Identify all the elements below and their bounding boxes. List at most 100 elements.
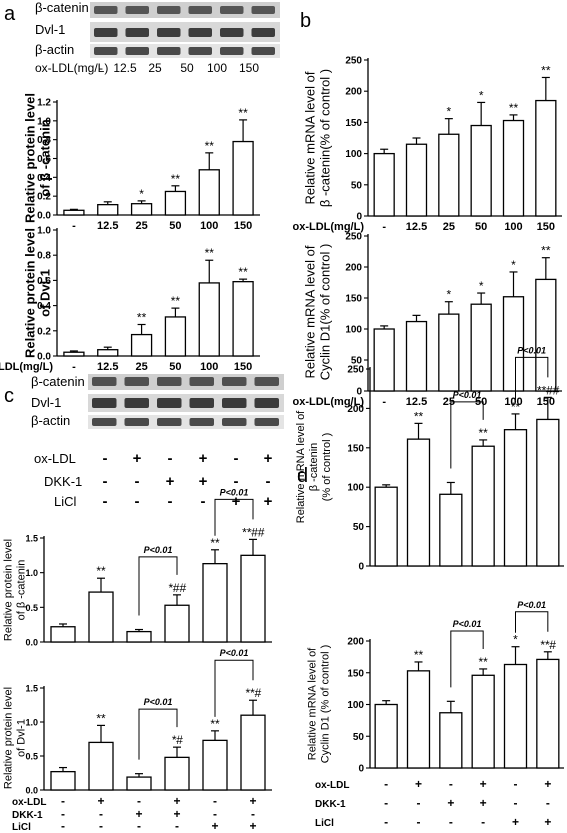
y-axis-label: Relative mRNA level ofβ -catenin(% of co… [303, 69, 333, 207]
treatment-sign: + [447, 796, 454, 810]
treatment-name: DKK-1 [315, 799, 346, 810]
x-tick-label: 100 [200, 361, 218, 373]
treatment-row-a: ox-LDL(mg/L) -12.5 25 50 100 150 [35, 61, 259, 75]
y-tick-label: 0.4 [37, 301, 51, 312]
bar [130, 203, 153, 216]
y-axis-label-line: of Dvl-1 [16, 719, 28, 757]
y-tick-label: 250 [347, 365, 364, 376]
blot-band [157, 47, 181, 55]
x-tick-label: 100 [504, 396, 522, 408]
significance-bracket [450, 630, 484, 688]
significance-bracket [450, 401, 484, 469]
y-axis-label-line: β -catenin [308, 443, 320, 492]
y-tick-label: 250 [345, 56, 362, 67]
significance-mark: **## [536, 383, 559, 397]
bar [503, 663, 528, 769]
treatment-value: 100 [207, 61, 227, 75]
x-tick-label: 50 [169, 361, 181, 373]
bar [439, 493, 463, 567]
y-axis-label-line: Cyclin D1 (% of control ) [320, 645, 332, 764]
significance-mark: ** [205, 246, 215, 260]
y-tick-label: 0.8 [37, 135, 51, 146]
x-tick-label: 12.5 [97, 361, 118, 373]
x-tick-label: 150 [537, 221, 555, 233]
x-tick-label: 150 [234, 220, 252, 232]
blot-band [125, 47, 149, 55]
y-axis-label: Relative mRNA level ofCyclin D1(% of con… [303, 244, 333, 381]
blot-label-beta-actin: β-actin [35, 42, 74, 57]
blot-label-beta-catenin: β-catenin [31, 374, 85, 389]
significance-mark: ** [414, 409, 424, 423]
treatment-sign: - [137, 794, 141, 808]
significance-mark: * [513, 633, 518, 647]
treatment-name: ox-LDL [315, 780, 349, 791]
chart-b2: 0 50 100 150 200 250 Relative mRNA level ofCyc… [293, 232, 562, 408]
y-axis-label-line: of β -catenin [38, 119, 53, 196]
bar [164, 190, 187, 216]
y-tick-label: 0.2 [37, 192, 51, 203]
y-tick-label: 1.0 [25, 718, 38, 728]
x-axis-label: ox-LDL(mg/L) [293, 221, 365, 233]
bar [63, 351, 85, 357]
y-tick-label: 100 [347, 483, 364, 494]
treatment-sign: + [135, 807, 142, 821]
bar [164, 316, 187, 357]
y-tick-label: 100 [345, 325, 362, 336]
significance-mark: ** [509, 101, 519, 115]
y-axis-label-line: Relative protein level [23, 93, 38, 223]
x-axis-label: ox-LDL(mg/L) [293, 396, 365, 408]
y-tick-label: 0.8 [37, 251, 51, 262]
treatment-sign: + [264, 493, 273, 510]
bar [406, 438, 431, 567]
treatment-sign: - [213, 807, 217, 821]
blot-label-dvl1: Dvl-1 [31, 395, 61, 410]
significance-mark: * [479, 88, 484, 102]
y-tick-label: 150 [345, 118, 362, 129]
western-blot-a: β-catenin Dvl-1 β-actin ox-LDL(mg/L) -12… [35, 0, 280, 75]
x-tick-label: 25 [443, 396, 455, 408]
significance-bracket [138, 708, 178, 760]
blot-band [94, 28, 118, 37]
treatment-value: 12.5 [113, 61, 137, 75]
y-axis-label: Relative protein levelof Dvl-1 [3, 687, 28, 789]
blot-band [188, 28, 212, 37]
y-tick-label: 200 [345, 87, 362, 98]
treatment-sign: - [137, 819, 141, 833]
y-axis-label: Relative protein levelof β -catenin [23, 93, 53, 223]
significance-mark: **# [540, 638, 556, 652]
y-tick-label: 0.5 [25, 752, 38, 762]
bar [535, 99, 557, 217]
y-tick-label: 0.6 [37, 276, 51, 287]
significance-mark: ** [478, 655, 488, 669]
significance-bracket [515, 356, 549, 400]
significance-mark: ** [137, 311, 147, 325]
bar [406, 670, 431, 769]
bar [50, 626, 76, 643]
blot-label-dvl1: Dvl-1 [35, 22, 65, 37]
blot-band [157, 418, 182, 426]
blot-band [188, 6, 212, 14]
y-axis-label-line: Relative protein level [3, 687, 15, 789]
y-tick-label: 0.5 [25, 603, 38, 613]
blot-band [189, 377, 214, 386]
significance-mark: * [511, 258, 516, 272]
bracket-p-value: P<0.01 [517, 345, 546, 355]
blot-band [251, 6, 275, 14]
blot-band [125, 6, 149, 14]
chart-b1: 0 50 100 150 200 250 Relative mRNA level ofβ -… [293, 56, 562, 233]
y-axis-label: Relative mRNA level ofβ -catenin(% of co… [295, 410, 333, 523]
y-tick-label: 1.0 [37, 116, 51, 127]
treatment-sign: + [199, 473, 208, 490]
bar [373, 328, 395, 392]
bracket-p-value: P<0.01 [144, 545, 173, 555]
x-tick-label: 100 [504, 221, 522, 233]
bar [88, 741, 114, 791]
y-axis-label-line: β -catenin(% of control ) [318, 69, 333, 207]
blot-band [220, 47, 244, 55]
bar [198, 169, 220, 216]
bar [374, 486, 398, 567]
x-tick-label: - [72, 220, 76, 232]
